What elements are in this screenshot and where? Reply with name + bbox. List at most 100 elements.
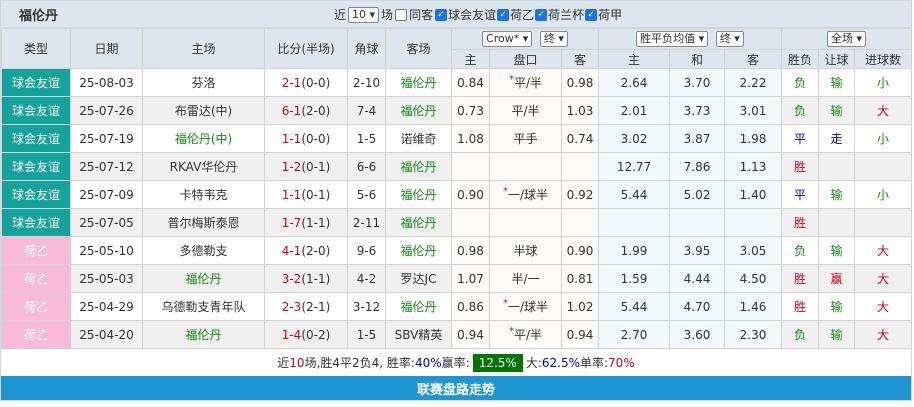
away-team-cell[interactable]: SBV精英 xyxy=(385,320,452,349)
full-time-score: 1-7 xyxy=(281,215,302,230)
half-time-score: (1-1) xyxy=(301,271,331,286)
away-team: SBV精英 xyxy=(394,328,443,342)
eu-away-odds-text: 1.13 xyxy=(739,159,767,174)
score-cell: 1-4(0-2) xyxy=(264,320,348,349)
table-row: 球会友谊 25-07-09 卡特韦克 1-1(0-1) 5-6 福伦丹 0.90… xyxy=(1,180,912,209)
away-team-cell[interactable]: 福伦丹 xyxy=(385,152,452,181)
league-cell[interactable]: 球会友谊 xyxy=(1,208,71,237)
home-team-cell[interactable]: 普尔梅斯泰恩 xyxy=(142,208,265,237)
eu-away-odds-text: 2.22 xyxy=(739,75,767,90)
eu-home-odds: 2.01 xyxy=(598,96,670,125)
eu-draw-odds-text: 3.95 xyxy=(683,243,711,258)
col-ah-away: 客 xyxy=(561,49,599,69)
ah-away-odds: 0.74 xyxy=(561,124,599,153)
league-cell[interactable]: 球会友谊 xyxy=(1,124,71,153)
home-team-cell[interactable]: 卡特韦克 xyxy=(142,180,265,209)
league-cell[interactable]: 荷乙 xyxy=(1,264,71,293)
result-handicap-text: 输 xyxy=(830,76,843,90)
corner-cell-text: 3-12 xyxy=(352,299,381,314)
company-select[interactable]: Crow* ▾ xyxy=(482,31,533,47)
eu-away-odds-text: 1.40 xyxy=(739,187,767,202)
away-team-cell[interactable]: 福伦丹 xyxy=(385,180,452,209)
result-goals xyxy=(854,152,912,181)
away-team-cell[interactable]: 福伦丹 xyxy=(385,208,452,237)
date-cell: 25-05-03 xyxy=(70,264,143,293)
league-cell[interactable]: 球会友谊 xyxy=(1,152,71,181)
away-team-cell[interactable]: 诺维奇 xyxy=(385,124,452,153)
away-team: 福伦丹 xyxy=(400,244,437,258)
home-team-cell[interactable]: 布雷达(中) xyxy=(142,96,265,125)
away-team-cell[interactable]: 福伦丹 xyxy=(385,236,452,265)
ah-home-odds: 0.86 xyxy=(451,292,490,321)
eu-away-odds: 1.40 xyxy=(724,180,782,209)
full-time-score: 3-2 xyxy=(281,271,302,286)
ah-home-odds-text: 0.84 xyxy=(457,75,484,90)
ah-line: 半/一 xyxy=(489,264,562,293)
ah-away-odds: 0.98 xyxy=(561,68,599,97)
summary-text: 赢率: xyxy=(441,356,470,370)
same-away-checkbox[interactable] xyxy=(395,8,408,21)
league-cell[interactable]: 荷乙 xyxy=(1,236,71,265)
league-checkbox[interactable]: ✓ xyxy=(535,8,548,21)
ah-time-select[interactable]: 终 ▾ xyxy=(539,31,568,47)
ah-home-odds-text: 1.08 xyxy=(457,131,484,146)
star-mark: * xyxy=(508,74,514,85)
scope-select[interactable]: 全场 ▾ xyxy=(826,31,867,47)
result-wl: 负 xyxy=(781,96,819,125)
match-count-select[interactable]: 10 ▾ xyxy=(348,6,380,23)
result-goals-text: 大 xyxy=(876,104,889,118)
league-trend-button[interactable]: 联赛盘路走势 xyxy=(1,376,911,400)
ah-away-odds-text: 1.03 xyxy=(566,103,594,118)
result-goals: 小 xyxy=(854,124,912,153)
ah-line-text: 平/半 xyxy=(511,104,540,118)
league-label: 荷兰杯 xyxy=(548,8,585,22)
half-time-score: (0-0) xyxy=(301,75,331,90)
home-team-cell[interactable]: 多德勒支 xyxy=(142,236,265,265)
home-team-cell[interactable]: 乌德勒支青年队 xyxy=(142,292,265,321)
corner-cell-text: 1-5 xyxy=(356,131,377,146)
away-team-cell[interactable]: 福伦丹 xyxy=(385,68,452,97)
col-hc: 让球 xyxy=(818,49,855,69)
home-team-cell[interactable]: 福伦丹(中) xyxy=(142,124,265,153)
away-team-cell[interactable]: 福伦丹 xyxy=(385,96,452,125)
col-goals: 进球数 xyxy=(854,49,912,69)
eu-type-select[interactable]: 胜平负均值 ▾ xyxy=(636,31,709,47)
away-team: 福伦丹 xyxy=(400,76,437,90)
eu-away-odds-text: 4.50 xyxy=(739,271,767,286)
result-goals: 小 xyxy=(854,180,912,209)
eu-time-select[interactable]: 终 ▾ xyxy=(715,31,744,47)
eu-draw-odds-text: 3.87 xyxy=(683,131,711,146)
eu-draw-odds: 3.70 xyxy=(669,68,725,97)
league-cell[interactable]: 球会友谊 xyxy=(1,180,71,209)
ah-line xyxy=(489,152,562,181)
home-team-cell[interactable]: 福伦丹 xyxy=(142,264,265,293)
result-wl-text: 负 xyxy=(793,244,806,258)
date-cell: 25-05-10 xyxy=(70,236,143,265)
away-team: 福伦丹 xyxy=(400,160,437,174)
date-cell: 25-04-29 xyxy=(70,292,143,321)
home-team-cell[interactable]: 芬洛 xyxy=(142,68,265,97)
corner-cell: 3-12 xyxy=(347,292,386,321)
home-team-cell[interactable]: RKAV华伦丹 xyxy=(142,152,265,181)
ah-home-odds: 0.98 xyxy=(451,236,490,265)
result-wl: 平 xyxy=(781,180,819,209)
away-team-cell[interactable]: 罗达JC xyxy=(385,264,452,293)
league-cell[interactable]: 球会友谊 xyxy=(1,68,71,97)
league-cell[interactable]: 荷乙 xyxy=(1,292,71,321)
away-team-cell[interactable]: 福伦丹 xyxy=(385,292,452,321)
result-goals-text: 大 xyxy=(876,328,889,342)
eu-draw-odds: 4.70 xyxy=(669,292,725,321)
ah-line xyxy=(489,208,562,237)
table-row: 荷乙 25-05-03 福伦丹 3-2(1-1) 4-2 罗达JC 1.07 半… xyxy=(1,264,912,293)
ah-away-odds: 1.03 xyxy=(561,96,599,125)
league-checkbox[interactable]: ✓ xyxy=(497,8,510,21)
league-checkbox[interactable]: ✓ xyxy=(585,8,598,21)
league-cell[interactable]: 荷乙 xyxy=(1,320,71,349)
home-team-cell[interactable]: 福伦丹 xyxy=(142,320,265,349)
league-checkbox[interactable]: ✓ xyxy=(435,8,448,21)
league-cell[interactable]: 球会友谊 xyxy=(1,96,71,125)
home-team: 福伦丹 xyxy=(185,328,222,342)
euro-odds-header: 胜平负均值 ▾ 终 ▾ xyxy=(598,28,782,50)
ah-home-odds: 1.08 xyxy=(451,124,490,153)
